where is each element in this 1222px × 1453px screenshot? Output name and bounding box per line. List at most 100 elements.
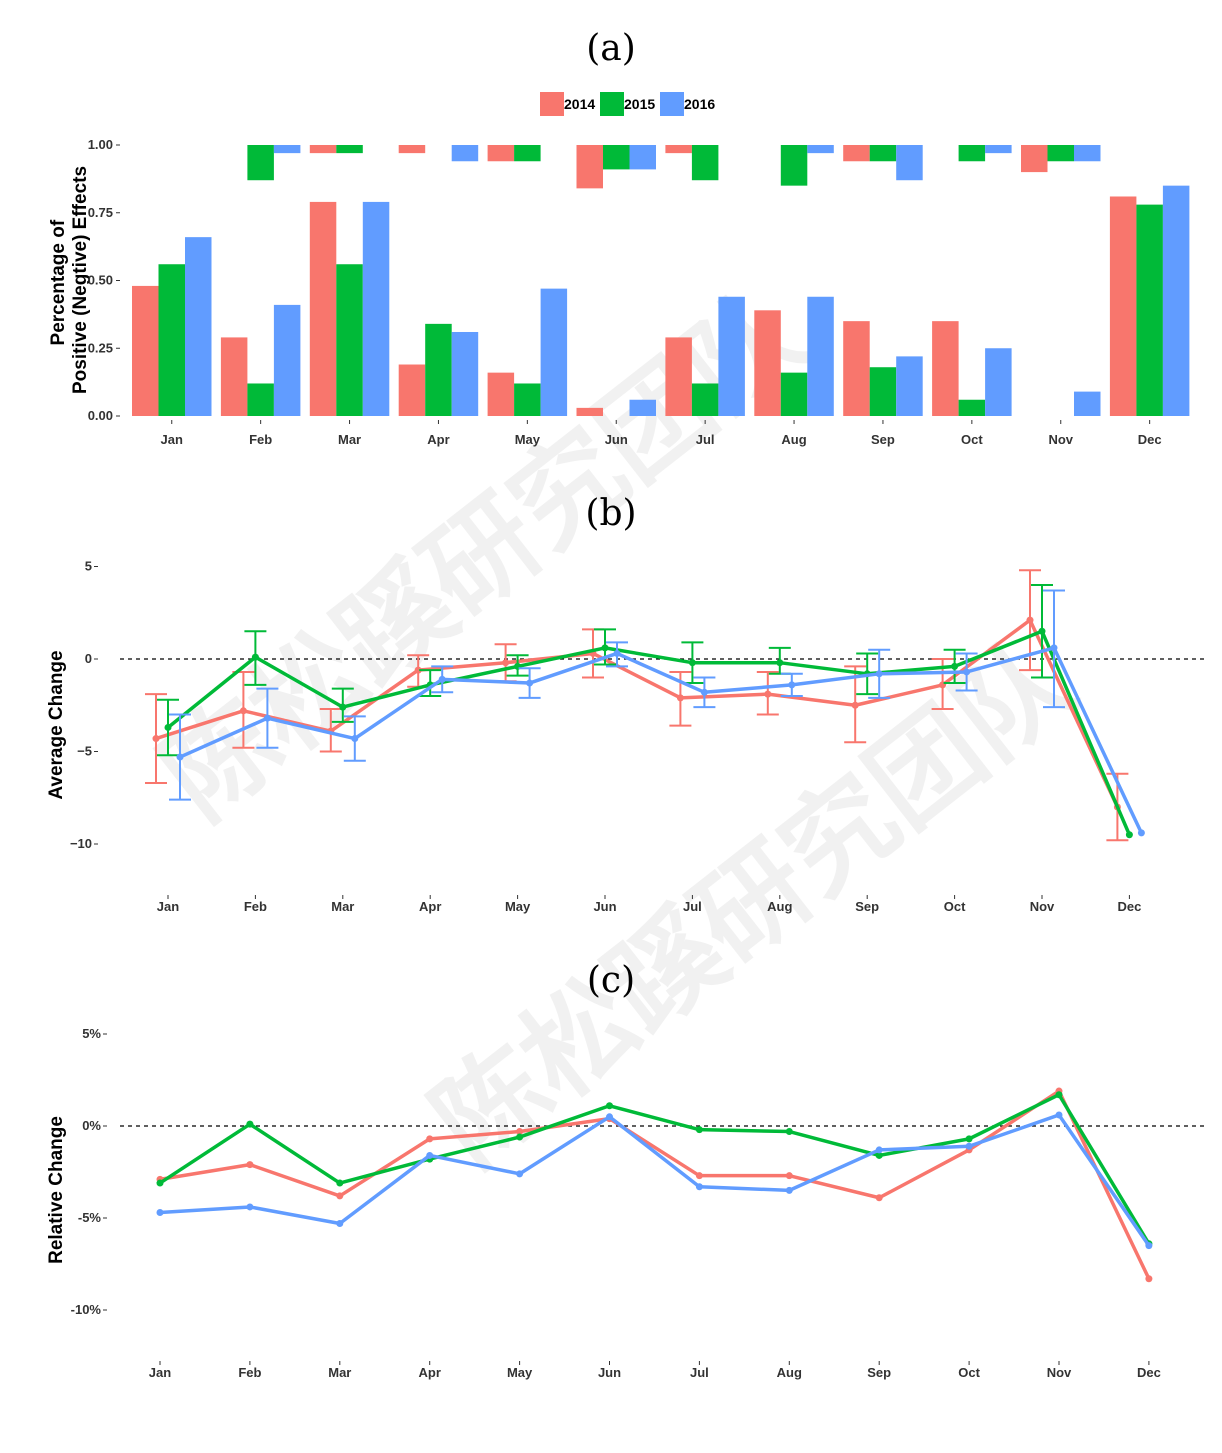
legend: 2014 2015 2016	[540, 92, 715, 116]
panel-b-ytick-label: −10	[70, 836, 92, 851]
panel-c-xtick-label: Jul	[690, 1365, 709, 1380]
panel-a-axis: 0.00 0.25 0.50 0.75 1.00 Jan Feb Mar Apr May Jun Ju…	[88, 137, 1162, 447]
panel-b-point-2015-Dec	[1125, 831, 1133, 839]
bar-positive-2014-Oct	[932, 321, 959, 416]
panel-b-point-2016-Aug	[788, 681, 796, 689]
panel-a-bars	[132, 145, 1190, 416]
bar-positive-2015-May	[514, 383, 541, 416]
panel-b-line-2015	[166, 629, 1132, 836]
bar-positive-2016-Jan	[185, 237, 212, 416]
panel-c-point-2014-Jul	[695, 1172, 703, 1180]
bar-negative-2014-Mar	[309, 145, 337, 154]
panel-b-xtick-label: Aug	[767, 899, 792, 914]
panel-b-series	[145, 569, 1145, 842]
panel-c-point-2014-Feb	[246, 1161, 254, 1169]
bar-positive-2016-Oct	[985, 348, 1012, 416]
bar-positive-2015-Sep	[869, 367, 897, 416]
bar-positive-2014-Apr	[398, 364, 426, 416]
panel-c-series	[156, 1087, 1153, 1283]
panel-c-point-2016-Jan	[156, 1208, 164, 1216]
panel-a-bar-chart: (a) 2014 2015 2016 Percentage of Positive …	[48, 28, 1190, 447]
bar-negative-2016-Apr	[451, 145, 479, 162]
bar-positive-2016-Aug	[807, 296, 834, 416]
panel-c-xtick-label: Oct	[958, 1365, 980, 1380]
bar-negative-2014-Jul	[665, 145, 692, 154]
bar-positive-2016-Apr	[451, 331, 479, 416]
bar-positive-2016-May	[540, 288, 568, 416]
panel-b-point-2016-Apr	[438, 675, 446, 683]
panel-c-point-2014-Mar	[336, 1192, 344, 1200]
panel-c-point-2016-Apr	[426, 1151, 434, 1159]
panel-a-xtick-label: Jan	[161, 432, 183, 447]
panel-b-line-chart: (b) Average Change 5 0 −5 −10 Jan Feb Mar Apr Ma…	[46, 493, 1205, 914]
bar-positive-2016-Feb	[273, 304, 301, 416]
panel-b-xtick-label: Mar	[331, 899, 354, 914]
panel-b-point-2015-Feb	[251, 653, 259, 661]
panel-c-point-2016-Mar	[336, 1220, 344, 1228]
bar-positive-2014-Jan	[132, 285, 159, 416]
bar-negative-2015-Oct	[958, 145, 986, 162]
panel-b-line-2016	[179, 646, 1143, 834]
panel-a-xtick-label: Nov	[1048, 432, 1073, 447]
bar-positive-2016-Jun	[629, 399, 656, 416]
panel-a-ytick-label: 0.50	[88, 273, 113, 288]
panel-b-point-2016-Jul	[700, 688, 708, 696]
bar-positive-2014-Feb	[220, 337, 248, 416]
panel-c-point-2014-May	[516, 1128, 524, 1136]
legend-key-2016	[660, 92, 684, 116]
panel-b-point-2016-Jun	[613, 649, 621, 657]
panel-b-point-2016-May	[526, 679, 534, 687]
panel-b-point-2016-Jan	[176, 753, 184, 761]
panel-b-point-2016-Nov	[1050, 644, 1058, 652]
panel-b-xtick-label: Nov	[1030, 899, 1055, 914]
panel-c-xtick-label: Apr	[419, 1365, 441, 1380]
bar-negative-2016-Aug	[807, 145, 834, 154]
panel-c-point-2016-Nov	[1055, 1111, 1063, 1119]
panel-c-point-2016-Dec	[1145, 1242, 1153, 1250]
bar-positive-2014-May	[487, 372, 515, 416]
panel-b-point-2016-Dec	[1137, 829, 1145, 837]
panel-b-xtick-label: Jul	[683, 899, 702, 914]
panel-b-point-2016-Feb	[263, 714, 271, 722]
panel-a-xtick-label: Mar	[338, 432, 361, 447]
bar-negative-2016-Feb	[273, 145, 301, 154]
panel-c-point-2015-Nov	[1055, 1091, 1063, 1099]
panel-c-xtick-label: Mar	[328, 1365, 351, 1380]
panel-b-point-2014-May	[502, 659, 510, 667]
bar-negative-2016-Nov	[1074, 145, 1101, 162]
panel-c-ytick-label: 5%	[82, 1026, 101, 1041]
panel-c-ytick-label: -10%	[71, 1302, 102, 1317]
legend-label-2016: 2016	[684, 96, 715, 112]
panel-a-ylabel-line2: Positive (Negtive) Effects	[70, 166, 91, 394]
panel-b-ytick-label: −5	[77, 744, 92, 759]
panel-c-xtick-label: Dec	[1137, 1365, 1161, 1380]
panel-a-xtick-label: Apr	[427, 432, 449, 447]
bar-positive-2015-Jul	[691, 383, 719, 416]
bar-positive-2016-Nov	[1074, 391, 1101, 416]
panel-b-point-2014-Jan	[152, 735, 160, 743]
bar-positive-2016-Jul	[718, 296, 745, 416]
legend-key-2014	[540, 92, 564, 116]
panel-b-ytick-label: 0	[85, 651, 92, 666]
panel-b-axis: 5 0 −5 −10 Jan Feb Mar Apr May Jun Jul Aug Sep Oct Nov…	[70, 559, 1205, 914]
panel-c-ytick-label: 0%	[82, 1118, 101, 1133]
panel-c-ytick-label: -5%	[78, 1210, 102, 1225]
panel-b-point-2015-Jul	[688, 659, 696, 667]
panel-b-xtick-label: Feb	[244, 899, 267, 914]
panel-b-point-2015-Jan	[164, 723, 172, 731]
bar-negative-2015-Jul	[691, 145, 719, 181]
panel-a-xtick-label: Oct	[961, 432, 983, 447]
bar-negative-2015-Aug	[780, 145, 808, 186]
panel-a-ytick-label: 0.75	[88, 205, 113, 220]
panel-c-xtick-label: Feb	[238, 1365, 261, 1380]
panel-b-xtick-label: Dec	[1117, 899, 1141, 914]
panel-c-point-2015-Jul	[695, 1126, 703, 1134]
legend-label-2014: 2014	[564, 96, 595, 112]
bar-positive-2016-Sep	[896, 356, 923, 416]
panel-b-point-2014-Feb	[239, 707, 247, 715]
panel-b-xtick-label: May	[505, 899, 531, 914]
bar-positive-2014-Jul	[665, 337, 692, 416]
bar-positive-2014-Sep	[843, 321, 870, 416]
bar-negative-2015-Mar	[336, 145, 363, 154]
